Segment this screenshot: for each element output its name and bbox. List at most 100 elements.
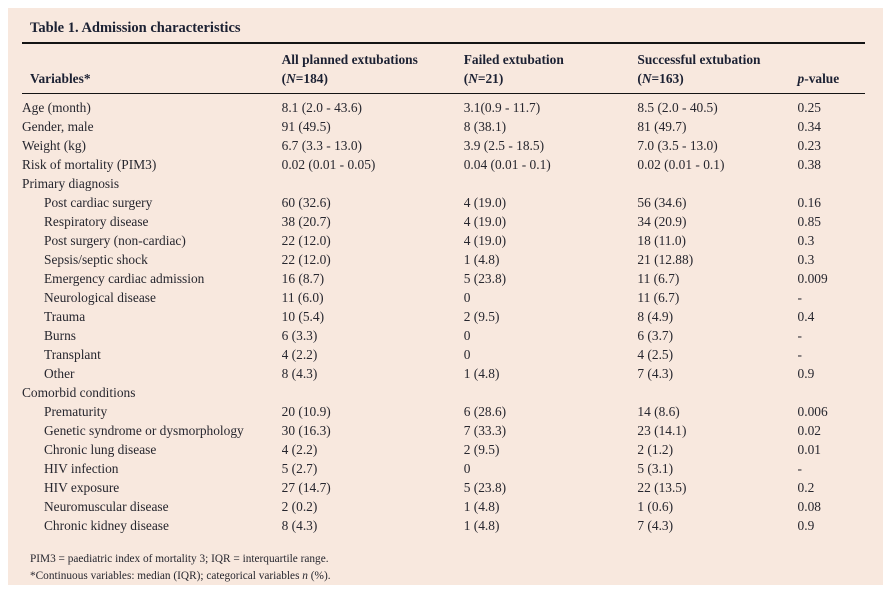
table-row: Prematurity 20 (10.9) 6 (28.6) 14 (8.6) … bbox=[22, 402, 865, 421]
value-failed: 7 (33.3) bbox=[463, 422, 507, 438]
row-label: Chronic kidney disease bbox=[44, 517, 169, 533]
value-pvalue: 0.16 bbox=[797, 194, 821, 210]
value-failed: 0 bbox=[463, 289, 471, 305]
value-failed bbox=[464, 383, 638, 402]
table-row: Weight (kg) 6.7 (3.3 - 13.0) 3.9 (2.5 - … bbox=[22, 136, 865, 155]
value-successful: 5 (3.1) bbox=[637, 460, 674, 476]
value-successful bbox=[637, 174, 797, 193]
value-all-planned: 60 (32.6) bbox=[281, 194, 331, 210]
value-pvalue bbox=[798, 174, 865, 193]
value-successful: 81 (49.7) bbox=[637, 118, 687, 134]
value-pvalue: 0.9 bbox=[797, 365, 815, 381]
value-all-planned: 22 (12.0) bbox=[281, 251, 331, 267]
row-label: Other bbox=[44, 365, 75, 381]
value-failed: 1 (4.8) bbox=[463, 365, 500, 381]
value-pvalue: 0.23 bbox=[797, 137, 821, 153]
value-all-planned: 38 (20.7) bbox=[281, 213, 331, 229]
row-label: Emergency cardiac admission bbox=[44, 270, 205, 286]
value-pvalue bbox=[798, 383, 865, 402]
value-successful: 2 (1.2) bbox=[637, 441, 674, 457]
value-all-planned: 6 (3.3) bbox=[281, 327, 318, 343]
value-failed: 5 (23.8) bbox=[463, 479, 507, 495]
row-label: Post surgery (non-cardiac) bbox=[44, 232, 186, 248]
value-pvalue: - bbox=[797, 289, 802, 305]
table-row: Genetic syndrome or dysmorphology 30 (16… bbox=[22, 421, 865, 440]
value-successful: 7 (4.3) bbox=[637, 365, 674, 381]
value-pvalue: 0.85 bbox=[797, 213, 821, 229]
table-panel: Table 1. Admission characteristics Varia… bbox=[8, 8, 883, 585]
value-failed: 1 (4.8) bbox=[463, 517, 500, 533]
value-all-planned: 8 (4.3) bbox=[281, 365, 318, 381]
table-title: Table 1. Admission characteristics bbox=[30, 20, 241, 36]
value-successful bbox=[637, 383, 797, 402]
value-successful: 7.0 (3.5 - 13.0) bbox=[637, 137, 718, 153]
column-header-all-planned: All planned extubations (N=184) bbox=[281, 44, 464, 94]
value-successful: 11 (6.7) bbox=[637, 289, 680, 305]
value-failed: 8 (38.1) bbox=[463, 118, 507, 134]
value-pvalue: 0.38 bbox=[797, 156, 821, 172]
value-failed: 0 bbox=[463, 460, 471, 476]
table-row: Transplant 4 (2.2) 0 4 (2.5) - bbox=[22, 345, 865, 364]
admission-characteristics-table: Variables* All planned extubations (N=18… bbox=[22, 44, 865, 535]
value-pvalue: 0.01 bbox=[797, 441, 821, 457]
footnotes: PIM3 = paediatric index of mortality 3; … bbox=[22, 551, 865, 584]
table-row: Burns 6 (3.3) 0 6 (3.7) - bbox=[22, 326, 865, 345]
table-row: Neuromuscular disease 2 (0.2) 1 (4.8) 1 … bbox=[22, 497, 865, 516]
value-pvalue: 0.009 bbox=[797, 270, 828, 286]
row-label: Transplant bbox=[44, 346, 101, 362]
value-pvalue: 0.02 bbox=[797, 422, 821, 438]
value-pvalue: 0.2 bbox=[797, 479, 815, 495]
value-failed: 0.04 (0.01 - 0.1) bbox=[463, 156, 551, 172]
value-successful: 14 (8.6) bbox=[637, 403, 680, 419]
value-all-planned: 10 (5.4) bbox=[281, 308, 325, 324]
value-all-planned: 5 (2.7) bbox=[281, 460, 318, 476]
value-successful: 22 (13.5) bbox=[637, 479, 687, 495]
table-row: Chronic kidney disease 8 (4.3) 1 (4.8) 7… bbox=[22, 516, 865, 535]
row-label: Risk of mortality (PIM3) bbox=[22, 156, 157, 172]
value-all-planned: 11 (6.0) bbox=[281, 289, 324, 305]
column-header-variables: Variables* bbox=[22, 44, 282, 94]
row-label: Trauma bbox=[44, 308, 86, 324]
table-row: HIV infection 5 (2.7) 0 5 (3.1) - bbox=[22, 459, 865, 478]
footnote-variables: *Continuous variables: median (IQR); cat… bbox=[30, 569, 331, 582]
value-successful: 7 (4.3) bbox=[637, 517, 674, 533]
header-row: Variables* All planned extubations (N=18… bbox=[22, 44, 865, 94]
value-all-planned: 0.02 (0.01 - 0.05) bbox=[281, 156, 376, 172]
value-all-planned: 6.7 (3.3 - 13.0) bbox=[281, 137, 362, 153]
value-all-planned bbox=[282, 383, 464, 402]
value-all-planned: 91 (49.5) bbox=[281, 118, 331, 134]
row-label: Post cardiac surgery bbox=[44, 194, 153, 210]
title-rule bbox=[22, 42, 865, 44]
row-label: Chronic lung disease bbox=[44, 441, 157, 457]
row-label: Weight (kg) bbox=[22, 137, 86, 153]
table-row: Chronic lung disease 4 (2.2) 2 (9.5) 2 (… bbox=[22, 440, 865, 459]
value-failed: 3.9 (2.5 - 18.5) bbox=[463, 137, 545, 153]
value-successful: 8 (4.9) bbox=[637, 308, 674, 324]
row-label: Neurological disease bbox=[44, 289, 156, 305]
value-pvalue: 0.3 bbox=[797, 232, 815, 248]
value-failed bbox=[464, 174, 638, 193]
value-failed: 0 bbox=[463, 327, 471, 343]
value-all-planned: 8.1 (2.0 - 43.6) bbox=[281, 99, 362, 115]
value-failed: 4 (19.0) bbox=[463, 213, 507, 229]
value-failed: 2 (9.5) bbox=[463, 308, 500, 324]
table-row: Trauma 10 (5.4) 2 (9.5) 8 (4.9) 0.4 bbox=[22, 307, 865, 326]
value-successful: 6 (3.7) bbox=[637, 327, 674, 343]
table-row: Post cardiac surgery 60 (32.6) 4 (19.0) … bbox=[22, 193, 865, 212]
row-label: Primary diagnosis bbox=[22, 175, 120, 191]
value-successful: 18 (11.0) bbox=[637, 232, 686, 248]
value-failed: 6 (28.6) bbox=[463, 403, 507, 419]
value-all-planned: 4 (2.2) bbox=[281, 346, 318, 362]
row-label: Respiratory disease bbox=[44, 213, 149, 229]
row-label: HIV infection bbox=[44, 460, 119, 476]
value-pvalue: 0.34 bbox=[797, 118, 821, 134]
table-row: Risk of mortality (PIM3) 0.02 (0.01 - 0.… bbox=[22, 155, 865, 174]
column-header-failed: Failed extubation (N=21) bbox=[463, 44, 638, 94]
value-pvalue: - bbox=[797, 346, 802, 362]
value-failed: 4 (19.0) bbox=[463, 232, 507, 248]
value-failed: 2 (9.5) bbox=[463, 441, 500, 457]
table-row: HIV exposure 27 (14.7) 5 (23.8) 22 (13.5… bbox=[22, 478, 865, 497]
value-successful: 34 (20.9) bbox=[637, 213, 687, 229]
value-all-planned: 27 (14.7) bbox=[281, 479, 331, 495]
row-label: Sepsis/septic shock bbox=[44, 251, 148, 267]
